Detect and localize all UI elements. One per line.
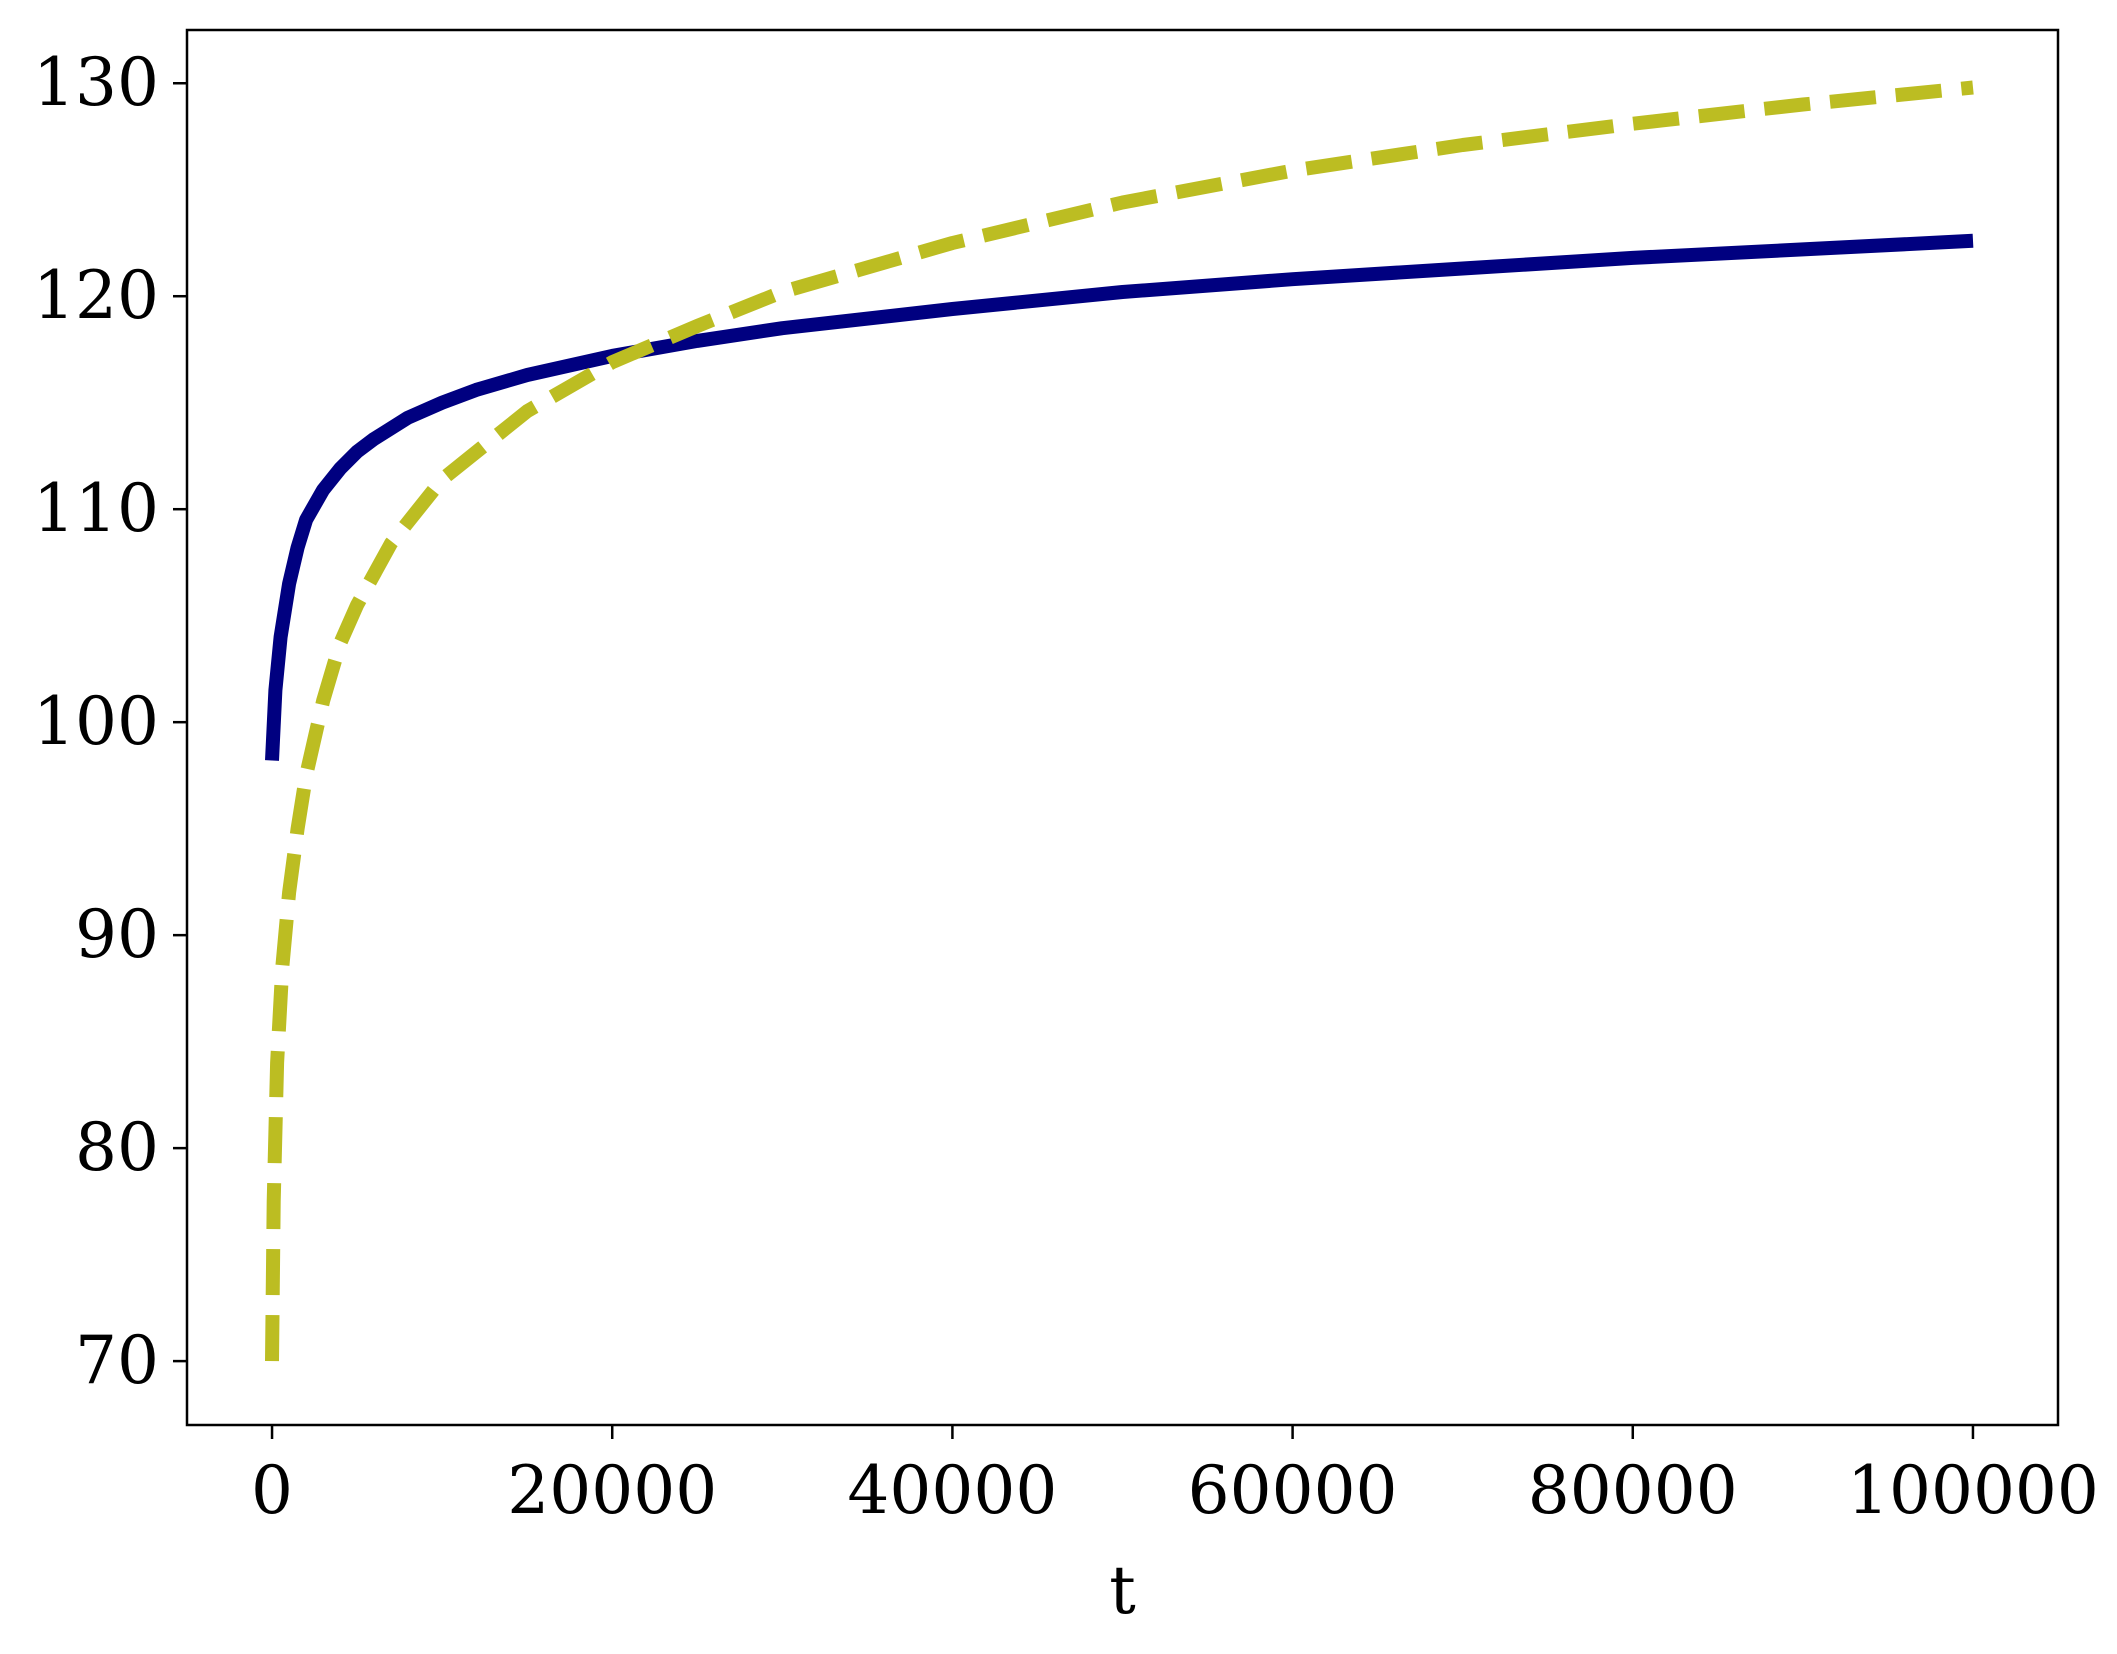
series-layer (265, 80, 1974, 1362)
x-tick-label: 0 (251, 1452, 293, 1529)
y-axis: 70 80 90 100 110 120 130 (33, 44, 187, 1399)
x-tick-label: 60000 (1188, 1452, 1398, 1529)
x-tick-label: 20000 (507, 1452, 717, 1529)
y-tick-label: 80 (75, 1109, 159, 1186)
x-tick-label: 80000 (1528, 1452, 1738, 1529)
x-axis-label: t (1109, 1552, 1136, 1629)
x-tick-label: 40000 (847, 1452, 1057, 1529)
dashed-series-line (265, 80, 1974, 1362)
y-tick-label: 100 (33, 683, 159, 760)
solid-series-line (265, 233, 1974, 761)
y-tick-label: 130 (33, 44, 159, 121)
y-tick-label: 110 (33, 470, 159, 547)
x-tick-label: 100000 (1847, 1452, 2099, 1529)
y-tick-label: 120 (33, 257, 159, 334)
plot-frame (185, 28, 2060, 1427)
x-axis: 0 20000 40000 60000 80000 100000 (251, 1425, 2099, 1529)
y-tick-label: 70 (75, 1322, 159, 1399)
y-tick-label: 90 (75, 896, 159, 973)
